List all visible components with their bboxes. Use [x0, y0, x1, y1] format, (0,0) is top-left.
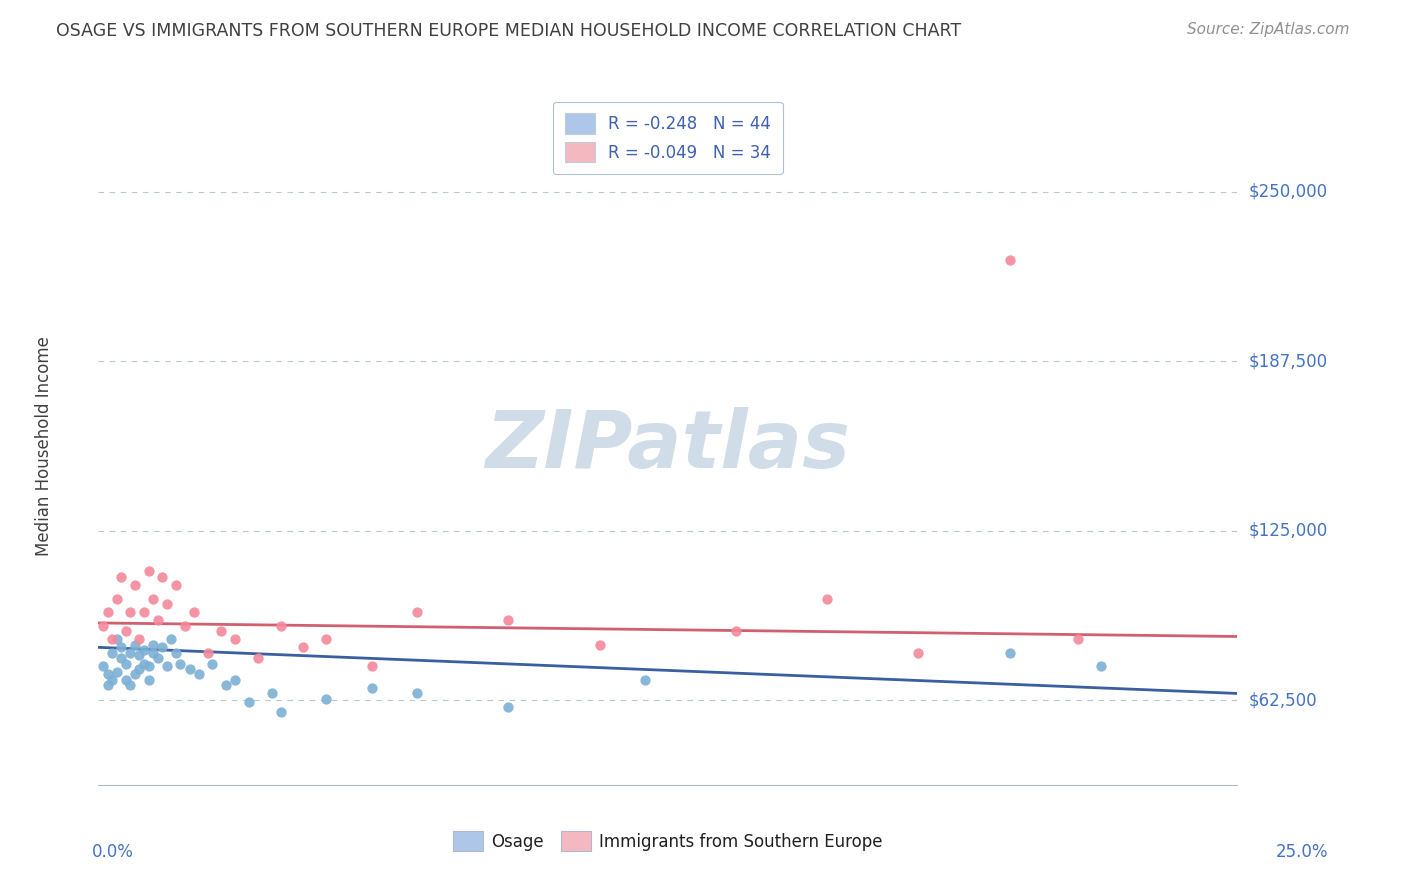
- Point: [105, 591, 128, 606]
- Point: [96, 667, 118, 681]
- Point: [815, 591, 838, 606]
- Point: [179, 662, 201, 676]
- Text: 25.0%: 25.0%: [1277, 843, 1329, 861]
- Point: [160, 632, 183, 647]
- Text: Source: ZipAtlas.com: Source: ZipAtlas.com: [1187, 22, 1350, 37]
- Point: [238, 695, 260, 709]
- Point: [406, 686, 429, 700]
- Point: [150, 640, 173, 655]
- Point: [246, 651, 269, 665]
- Point: [146, 651, 169, 665]
- Point: [1067, 632, 1090, 647]
- Point: [260, 686, 283, 700]
- Point: [634, 673, 657, 687]
- Point: [498, 613, 520, 627]
- Point: [165, 646, 187, 660]
- Point: [588, 638, 610, 652]
- Text: $250,000: $250,000: [1249, 183, 1327, 201]
- Point: [142, 591, 165, 606]
- Point: [498, 700, 520, 714]
- Point: [91, 659, 114, 673]
- Point: [998, 252, 1021, 267]
- Point: [114, 624, 136, 638]
- Point: [101, 632, 124, 647]
- Point: [96, 678, 118, 692]
- Point: [197, 646, 219, 660]
- Point: [128, 632, 150, 647]
- Point: [201, 657, 224, 671]
- Point: [725, 624, 748, 638]
- Point: [132, 657, 155, 671]
- Point: [120, 605, 142, 619]
- Point: [124, 578, 146, 592]
- Point: [270, 618, 292, 632]
- Point: [142, 646, 165, 660]
- Point: [169, 657, 191, 671]
- Point: [315, 632, 337, 647]
- Point: [124, 667, 146, 681]
- Text: Median Household Income: Median Household Income: [35, 336, 53, 556]
- Text: $62,500: $62,500: [1249, 691, 1317, 709]
- Point: [138, 673, 160, 687]
- Point: [156, 597, 179, 611]
- Point: [132, 605, 155, 619]
- Text: $125,000: $125,000: [1249, 522, 1327, 540]
- Point: [120, 646, 142, 660]
- Point: [907, 646, 929, 660]
- Point: [91, 618, 114, 632]
- Point: [209, 624, 232, 638]
- Point: [165, 578, 187, 592]
- Point: [101, 673, 124, 687]
- Point: [224, 673, 246, 687]
- Point: [105, 632, 128, 647]
- Point: [138, 659, 160, 673]
- Point: [146, 613, 169, 627]
- Point: [150, 570, 173, 584]
- Point: [114, 673, 136, 687]
- Point: [224, 632, 246, 647]
- Point: [120, 678, 142, 692]
- Point: [270, 706, 292, 720]
- Point: [101, 646, 124, 660]
- Point: [114, 657, 136, 671]
- Point: [156, 659, 179, 673]
- Point: [128, 648, 150, 663]
- Point: [183, 605, 205, 619]
- Text: $187,500: $187,500: [1249, 352, 1327, 370]
- Point: [142, 638, 165, 652]
- Point: [124, 638, 146, 652]
- Point: [1090, 659, 1112, 673]
- Point: [187, 667, 209, 681]
- Point: [128, 662, 150, 676]
- Point: [110, 651, 132, 665]
- Point: [292, 640, 315, 655]
- Point: [132, 643, 155, 657]
- Point: [110, 640, 132, 655]
- Text: ZIPatlas: ZIPatlas: [485, 407, 851, 485]
- Point: [360, 681, 382, 695]
- Point: [360, 659, 382, 673]
- Text: 0.0%: 0.0%: [91, 843, 134, 861]
- Point: [406, 605, 429, 619]
- Legend: Osage, Immigrants from Southern Europe: Osage, Immigrants from Southern Europe: [447, 824, 889, 858]
- Point: [110, 570, 132, 584]
- Point: [315, 691, 337, 706]
- Point: [174, 618, 197, 632]
- Text: OSAGE VS IMMIGRANTS FROM SOUTHERN EUROPE MEDIAN HOUSEHOLD INCOME CORRELATION CHA: OSAGE VS IMMIGRANTS FROM SOUTHERN EUROPE…: [56, 22, 962, 40]
- Point: [96, 605, 118, 619]
- Point: [138, 565, 160, 579]
- Point: [105, 665, 128, 679]
- Point: [998, 646, 1021, 660]
- Point: [215, 678, 238, 692]
